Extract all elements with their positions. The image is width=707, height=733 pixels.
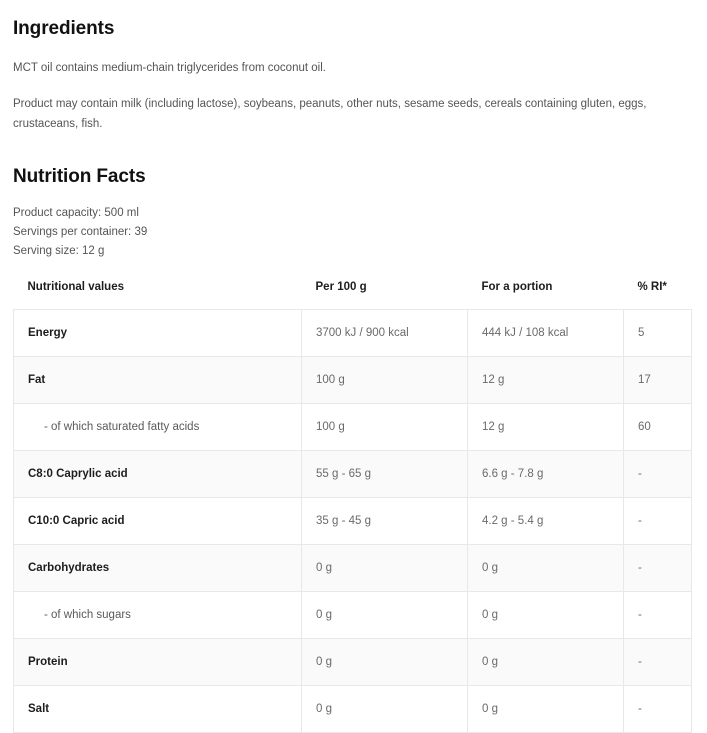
nutrition-table-body: Energy 3700 kJ / 900 kcal 444 kJ / 108 kca…	[13, 309, 692, 733]
cell-per-100g: 3700 kJ / 900 kcal	[301, 309, 468, 357]
cell-percent-ri: -	[623, 591, 692, 639]
nutrition-facts-heading: Nutrition Facts	[13, 166, 146, 187]
row-label: Salt	[13, 685, 302, 733]
cell-per-100g: 0 g	[301, 638, 468, 686]
cell-per-100g: 0 g	[301, 685, 468, 733]
cell-percent-ri: 5	[623, 309, 692, 357]
cell-percent-ri: -	[623, 685, 692, 733]
table-row: - of which saturated fatty acids 100 g 12 …	[13, 403, 692, 451]
cell-for-a-portion: 0 g	[467, 638, 624, 686]
allergen-warning: Product may contain milk (including lact…	[13, 98, 647, 130]
cell-for-a-portion: 444 kJ / 108 kcal	[467, 309, 624, 357]
cell-percent-ri: -	[623, 544, 692, 592]
serving-size: Serving size: 12 g	[13, 245, 105, 257]
row-label: Energy	[13, 309, 302, 357]
row-label: Carbohydrates	[13, 544, 302, 592]
row-label: - of which saturated fatty acids	[13, 403, 302, 451]
cell-for-a-portion: 12 g	[467, 356, 624, 404]
serving-info: Product capacity: 500 ml Servings per co…	[13, 204, 691, 261]
table-row: Fat 100 g 12 g 17	[13, 356, 692, 404]
cell-percent-ri: -	[623, 497, 692, 545]
product-capacity: Product capacity: 500 ml	[13, 207, 139, 219]
row-label: Protein	[13, 638, 302, 686]
column-header-per-100g: Per 100 g	[315, 281, 367, 293]
cell-percent-ri: 60	[623, 403, 692, 451]
nutrition-table-header: Nutritional values Per 100 g For a porti…	[14, 281, 692, 310]
ingredients-description: MCT oil contains medium-chain triglyceri…	[13, 62, 326, 74]
cell-for-a-portion: 0 g	[467, 544, 624, 592]
column-header-percent-ri: % RI*	[637, 281, 667, 293]
table-header-row: Nutritional values Per 100 g For a porti…	[14, 281, 692, 310]
cell-percent-ri: 17	[623, 356, 692, 404]
column-header-nutritional-values: Nutritional values	[27, 281, 125, 293]
cell-for-a-portion: 0 g	[467, 591, 624, 639]
table-row: Energy 3700 kJ / 900 kcal 444 kJ / 108 kca…	[13, 309, 692, 357]
cell-for-a-portion: 6.6 g - 7.8 g	[467, 450, 624, 498]
column-header-for-a-portion: For a portion	[481, 281, 553, 293]
cell-per-100g: 0 g	[301, 544, 468, 592]
cell-percent-ri: -	[623, 450, 692, 498]
cell-per-100g: 100 g	[301, 403, 468, 451]
cell-for-a-portion: 0 g	[467, 685, 624, 733]
cell-per-100g: 55 g - 65 g	[301, 450, 468, 498]
table-row: C8:0 Caprylic acid 55 g - 65 g 6.6 g - 7.8…	[13, 450, 692, 498]
row-label: C8:0 Caprylic acid	[13, 450, 302, 498]
nutrition-table: Nutritional values Per 100 g For a porti…	[13, 281, 692, 733]
cell-percent-ri: -	[623, 638, 692, 686]
cell-per-100g: 35 g - 45 g	[301, 497, 468, 545]
row-label: C10:0 Capric acid	[13, 497, 302, 545]
cell-for-a-portion: 12 g	[467, 403, 624, 451]
servings-per-container: Servings per container: 39	[13, 226, 148, 238]
cell-per-100g: 100 g	[301, 356, 468, 404]
row-label: Fat	[13, 356, 302, 404]
cell-per-100g: 0 g	[301, 591, 468, 639]
table-row: C10:0 Capric acid 35 g - 45 g 4.2 g - 5.4 …	[13, 497, 692, 545]
ingredients-heading: Ingredients	[13, 18, 115, 39]
row-label: - of which sugars	[13, 591, 302, 639]
cell-for-a-portion: 4.2 g - 5.4 g	[467, 497, 624, 545]
